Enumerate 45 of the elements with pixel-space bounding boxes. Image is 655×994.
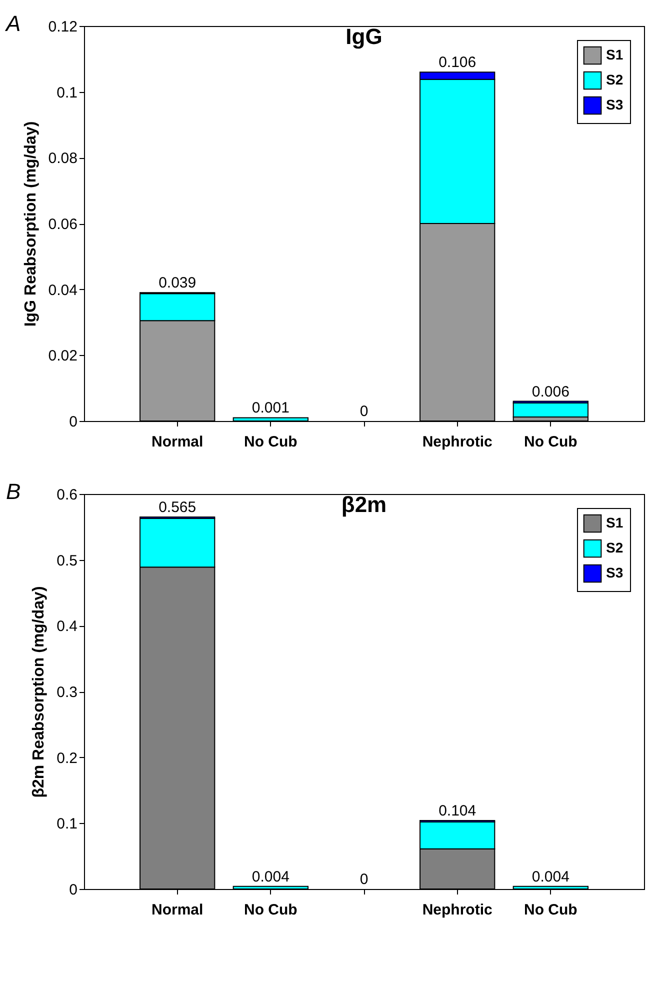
x-tick-label: Nephrotic bbox=[422, 434, 492, 450]
total-label: 0.006 bbox=[532, 383, 570, 400]
y-tick-label: 0.12 bbox=[48, 18, 78, 36]
text: A bbox=[4, 11, 21, 36]
legend-label: S2 bbox=[606, 72, 624, 88]
y-axis-title: IgG Reabsorption (mg/day) bbox=[22, 121, 40, 327]
chart-title: β2m bbox=[341, 492, 387, 517]
total-label: 0.104 bbox=[438, 802, 476, 820]
legend-label: S2 bbox=[606, 540, 624, 556]
total-label: 0 bbox=[360, 871, 368, 888]
y-tick-label: 0.6 bbox=[56, 486, 78, 504]
total-label: 0 bbox=[360, 403, 368, 420]
y-tick-label: 0.04 bbox=[48, 282, 78, 299]
total-label: 0.565 bbox=[158, 499, 196, 516]
text: B bbox=[6, 479, 21, 504]
y-axis-title: β2m Reabsorption (mg/day) bbox=[30, 586, 48, 798]
x-tick-label: No Cub bbox=[524, 902, 578, 918]
x-tick-label: No Cub bbox=[244, 434, 298, 450]
x-tick-label: No Cub bbox=[244, 902, 298, 918]
legend-label: S1 bbox=[606, 514, 624, 530]
x-tick-label: No Cub bbox=[524, 434, 578, 450]
y-tick-label: 0.5 bbox=[56, 552, 78, 570]
legend-label: S1 bbox=[606, 46, 624, 62]
total-label: 0.004 bbox=[532, 868, 570, 886]
y-tick-label: 0.4 bbox=[56, 618, 78, 636]
y-tick-label: 0.08 bbox=[48, 150, 78, 168]
y-tick-label: 0.3 bbox=[56, 684, 78, 701]
y-tick-label: 0.1 bbox=[56, 816, 78, 833]
y-tick-label: 0.06 bbox=[48, 216, 78, 233]
bar bbox=[512, 402, 588, 418]
x-tick-label: Normal bbox=[151, 434, 204, 450]
y-tick-label: 0.2 bbox=[56, 750, 78, 767]
total-label: 0.001 bbox=[252, 400, 290, 417]
y-tick-label: 0.1 bbox=[56, 84, 78, 102]
legend-label: S3 bbox=[606, 96, 624, 112]
y-tick-label: 0 bbox=[69, 882, 78, 898]
chart-title: IgG bbox=[346, 24, 382, 49]
x-tick-label: Nephrotic bbox=[422, 902, 492, 918]
total-label: 0.039 bbox=[158, 274, 196, 292]
total-label: 0.004 bbox=[252, 868, 290, 886]
y-tick-label: 0.02 bbox=[48, 348, 78, 365]
total-label: 0.106 bbox=[438, 54, 476, 72]
x-tick-label: Normal bbox=[151, 902, 204, 918]
legend-label: S3 bbox=[606, 564, 624, 580]
y-tick-label: 0 bbox=[69, 414, 78, 430]
